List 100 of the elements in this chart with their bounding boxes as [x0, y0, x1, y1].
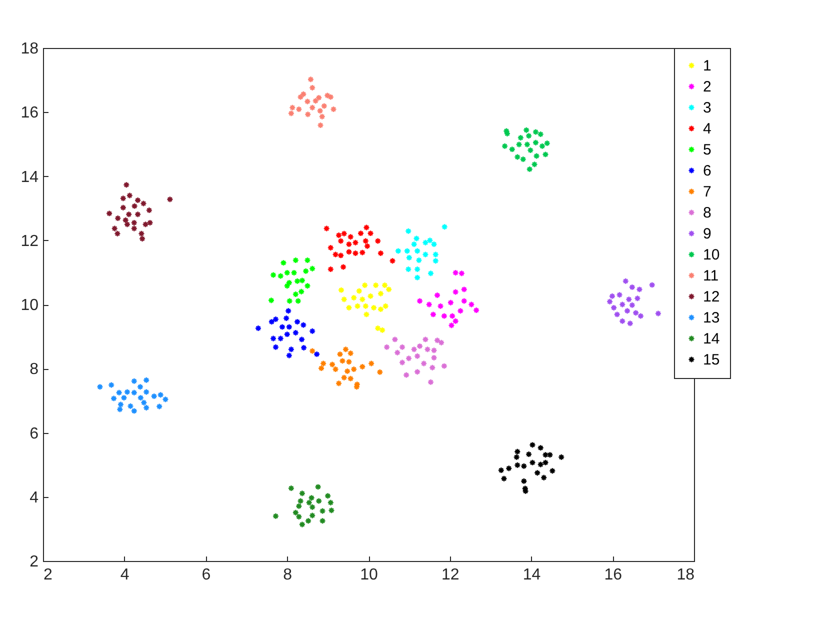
- point: [414, 248, 421, 254]
- point: [619, 301, 626, 308]
- point: [130, 408, 138, 414]
- point: [327, 266, 334, 273]
- point: [111, 225, 118, 232]
- point: [364, 242, 371, 250]
- point: [116, 406, 124, 413]
- legend-label: 9: [703, 226, 712, 242]
- x-tick-label: 16: [604, 566, 622, 584]
- point: [534, 469, 541, 476]
- point: [537, 130, 544, 138]
- legend-label: 8: [703, 204, 712, 222]
- point: [298, 490, 306, 497]
- x-tick-label: 18: [676, 566, 695, 584]
- point: [416, 256, 422, 264]
- point: [272, 316, 280, 323]
- point: [308, 494, 315, 502]
- point: [108, 382, 115, 388]
- point: [514, 448, 521, 456]
- point: [130, 225, 138, 232]
- point: [294, 298, 302, 304]
- point: [377, 290, 384, 297]
- point: [268, 296, 275, 304]
- point: [142, 388, 150, 396]
- point: [420, 360, 428, 367]
- point: [402, 372, 410, 378]
- point: [529, 459, 536, 466]
- x-tick-label: 14: [522, 566, 541, 584]
- legend-label: 12: [703, 288, 720, 306]
- y-tick-label: 4: [30, 489, 39, 506]
- point: [614, 311, 620, 318]
- point: [537, 444, 544, 452]
- point: [524, 141, 531, 148]
- point: [304, 256, 311, 264]
- point: [131, 202, 138, 210]
- point: [404, 248, 411, 254]
- point: [324, 492, 332, 500]
- point: [162, 396, 169, 403]
- point: [347, 375, 354, 382]
- point: [130, 378, 138, 385]
- point: [307, 76, 314, 83]
- point: [315, 498, 322, 504]
- point: [619, 318, 626, 325]
- point: [606, 298, 614, 306]
- point: [540, 474, 548, 482]
- point: [434, 337, 441, 344]
- point: [520, 156, 526, 163]
- x-tick-label: 4: [120, 566, 130, 584]
- point: [367, 230, 374, 237]
- point: [137, 394, 144, 402]
- point: [654, 310, 662, 317]
- point: [300, 90, 307, 98]
- point: [304, 110, 312, 118]
- point: [370, 304, 378, 312]
- point: [124, 388, 131, 396]
- point: [272, 512, 280, 520]
- point: [414, 266, 421, 273]
- point: [296, 106, 302, 113]
- point: [517, 134, 524, 142]
- legend-label: 15: [703, 352, 720, 368]
- point: [432, 258, 440, 264]
- point: [286, 279, 293, 286]
- point: [335, 380, 342, 387]
- point: [328, 361, 336, 368]
- point: [441, 224, 448, 230]
- point: [622, 278, 630, 284]
- point: [452, 288, 459, 296]
- point: [372, 282, 380, 289]
- point: [357, 230, 364, 237]
- point: [394, 349, 401, 356]
- point: [383, 344, 390, 351]
- legend-label: 3: [703, 100, 712, 116]
- point: [363, 224, 370, 231]
- point: [140, 399, 148, 406]
- point: [363, 311, 370, 318]
- point: [513, 454, 520, 461]
- point: [508, 146, 516, 153]
- point: [376, 368, 384, 376]
- point: [166, 196, 174, 203]
- point: [626, 320, 634, 327]
- point: [404, 228, 412, 234]
- point: [122, 216, 129, 224]
- point: [404, 266, 412, 273]
- point: [338, 286, 345, 294]
- point: [416, 298, 424, 304]
- point: [317, 122, 324, 129]
- point: [297, 94, 304, 100]
- point: [346, 304, 352, 312]
- point: [374, 324, 382, 332]
- point: [389, 258, 396, 264]
- point: [346, 358, 352, 366]
- point: [427, 270, 434, 277]
- point: [324, 92, 331, 99]
- y-tick-label: 12: [20, 232, 39, 250]
- point: [422, 336, 429, 343]
- point: [549, 468, 556, 474]
- point: [648, 282, 656, 288]
- point: [637, 312, 644, 320]
- point: [270, 272, 277, 278]
- x-tick-label: 2: [44, 566, 52, 584]
